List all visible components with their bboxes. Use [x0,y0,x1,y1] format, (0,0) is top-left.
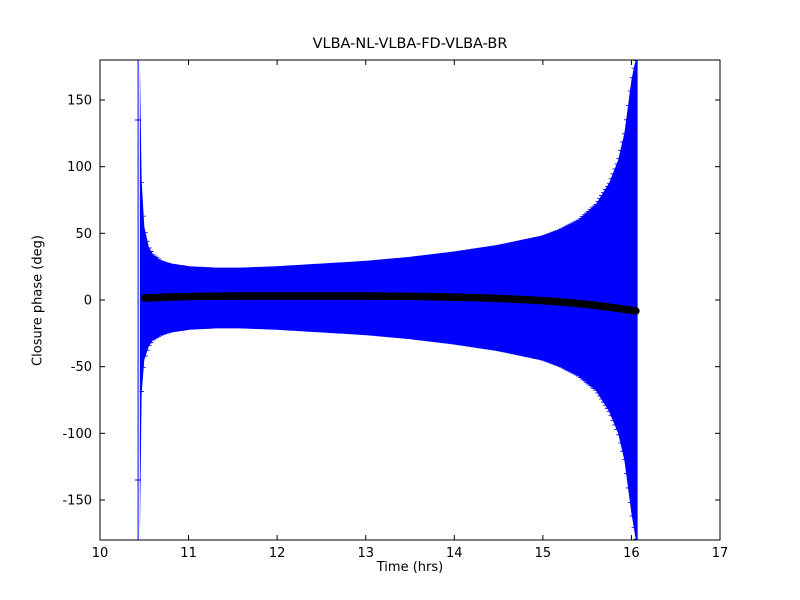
y-tick-label: -150 [62,494,92,509]
x-tick-label: 14 [446,546,463,561]
x-tick-label: 11 [180,546,197,561]
plot-title: VLBA-NL-VLBA-FD-VLBA-BR [312,36,508,52]
data-series-line [140,292,640,315]
x-tick-label: 10 [92,546,109,561]
y-tick-label: 0 [84,294,92,309]
errorbar-envelope [139,60,638,540]
x-tick-label: 13 [357,546,374,561]
y-tick-label: 50 [75,227,92,242]
y-tick-label: 100 [67,160,92,175]
x-tick-label: 15 [535,546,552,561]
x-tick-label: 12 [269,546,286,561]
x-tick-label: 16 [623,546,640,561]
x-tick-label: 17 [712,546,729,561]
x-axis-label: Time (hrs) [376,560,444,575]
y-tick-label: -50 [71,360,92,375]
y-axis-label: Closure phase (deg) [30,235,46,366]
y-tick-label: 150 [67,94,92,109]
y-tick-label: -100 [62,427,92,442]
errorbar-caps [137,60,640,540]
